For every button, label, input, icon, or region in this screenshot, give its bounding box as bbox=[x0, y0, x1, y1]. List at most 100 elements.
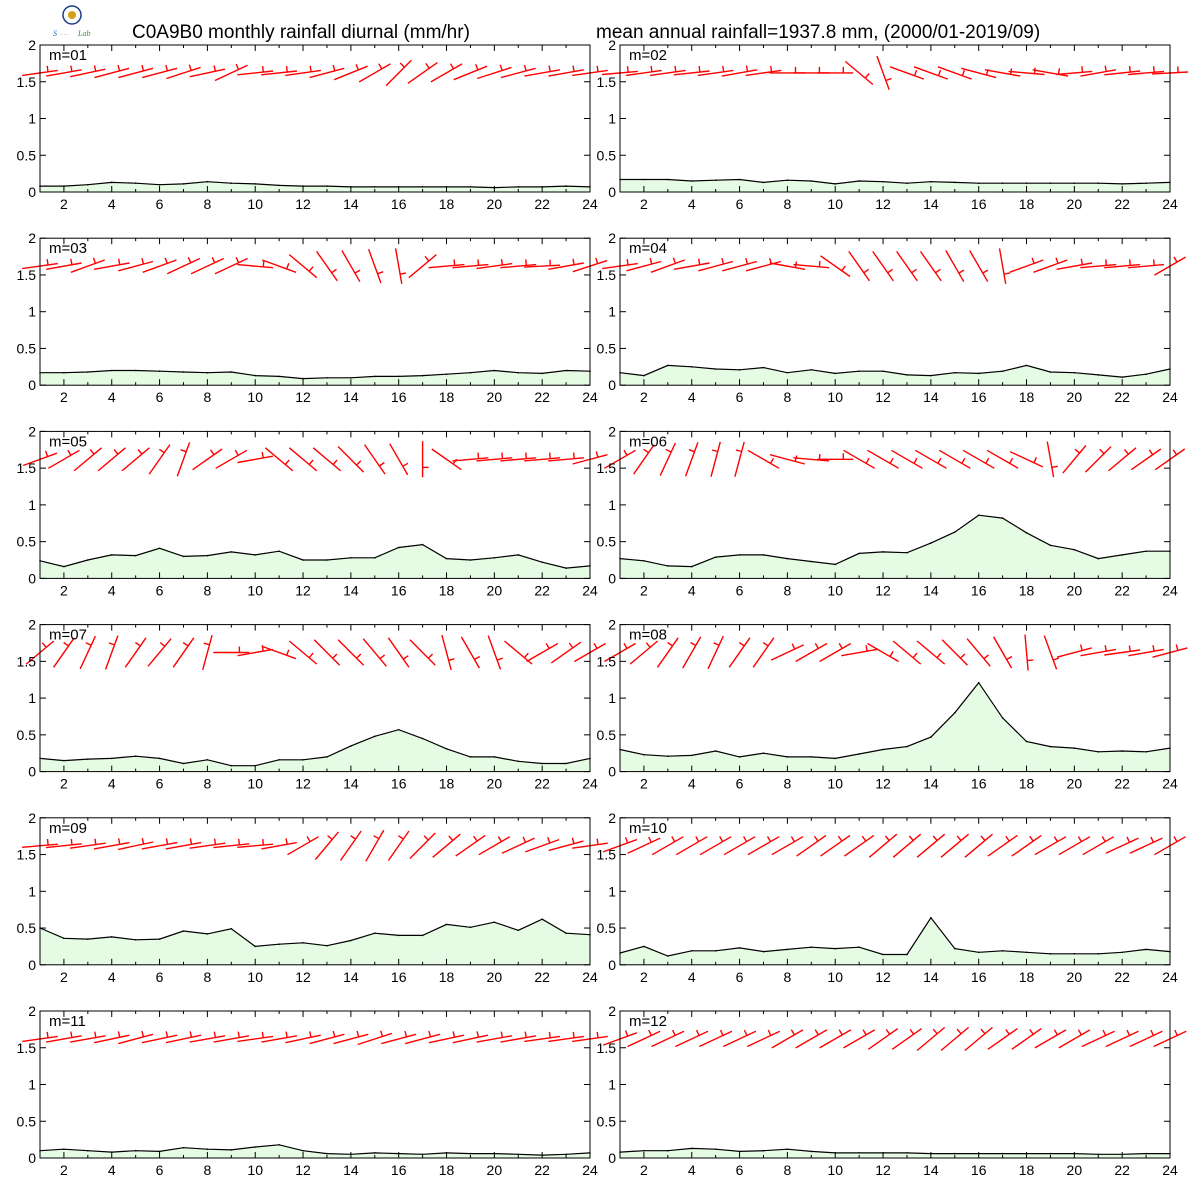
rainfall-point bbox=[834, 563, 836, 566]
rainfall-point bbox=[541, 918, 543, 920]
wind-barb bbox=[998, 248, 1011, 285]
rainfall-point bbox=[206, 933, 209, 935]
x-tick-label: 2 bbox=[60, 1162, 68, 1178]
wind-barb bbox=[1056, 258, 1093, 270]
rainfall-point bbox=[254, 1146, 256, 1148]
rainfall-point bbox=[858, 1152, 860, 1154]
rainfall-point bbox=[302, 559, 304, 561]
wind-barb bbox=[287, 836, 319, 856]
rainfall-point bbox=[954, 371, 956, 374]
wind-barb bbox=[476, 452, 513, 462]
rainfall-point bbox=[930, 374, 932, 377]
x-tick-label: 18 bbox=[1019, 969, 1035, 985]
y-tick-label: 1.5 bbox=[597, 1040, 617, 1056]
wind-barb bbox=[872, 250, 894, 282]
wind-barb bbox=[189, 65, 226, 78]
rainfall-point bbox=[762, 554, 765, 556]
rainfall-point bbox=[565, 762, 567, 765]
wind-barb bbox=[752, 637, 775, 668]
wind-barb bbox=[1080, 65, 1117, 77]
wind-barb bbox=[387, 830, 410, 861]
rainfall-line bbox=[619, 681, 1171, 760]
rainfall-point bbox=[230, 764, 233, 767]
rainfall-point bbox=[1145, 550, 1147, 552]
wind-barb bbox=[202, 634, 213, 671]
wind-barb bbox=[341, 250, 361, 283]
wind-barb bbox=[896, 250, 918, 282]
rainfall-point bbox=[954, 1152, 956, 1155]
wind-barb bbox=[487, 635, 504, 670]
rainfall-point bbox=[445, 557, 448, 560]
rainfall-point bbox=[374, 735, 376, 738]
wind-barb bbox=[820, 255, 851, 278]
wind-barb bbox=[309, 1030, 345, 1045]
panel-month-label: m=12 bbox=[629, 1013, 667, 1030]
x-tick-label: 12 bbox=[295, 196, 311, 212]
x-tick-label: 22 bbox=[1114, 389, 1130, 405]
y-tick-label: 0.5 bbox=[17, 340, 37, 356]
x-tick-label: 22 bbox=[534, 582, 550, 598]
wind-barb bbox=[46, 65, 82, 77]
wind-barb bbox=[673, 258, 710, 270]
wind-barb bbox=[819, 642, 852, 663]
rainfall-point bbox=[738, 554, 741, 556]
panel-frame bbox=[619, 237, 1171, 386]
rainfall-point bbox=[374, 375, 376, 378]
rainfall-point bbox=[517, 760, 520, 763]
wind-barb bbox=[986, 449, 1019, 469]
rainfall-area bbox=[40, 919, 590, 965]
rainfall-point bbox=[643, 374, 645, 377]
x-tick-label: 6 bbox=[156, 389, 164, 405]
wind-barb bbox=[500, 64, 536, 79]
rainfall-line bbox=[39, 918, 591, 948]
x-tick-label: 8 bbox=[203, 196, 211, 212]
wind-barb bbox=[1128, 645, 1164, 657]
rainfall-point bbox=[738, 756, 741, 758]
rainfall-point bbox=[110, 181, 113, 184]
wind-barb bbox=[430, 63, 463, 83]
y-tick-label: 0.5 bbox=[17, 920, 37, 936]
wind-barb bbox=[69, 838, 106, 849]
x-tick-label: 2 bbox=[60, 389, 68, 405]
rainfall-point bbox=[1001, 1152, 1004, 1155]
wind-barb bbox=[844, 60, 874, 86]
rainfall-point bbox=[906, 745, 908, 748]
wind-barb bbox=[69, 1031, 106, 1043]
rainfall-point bbox=[1073, 548, 1076, 551]
rainfall-point bbox=[374, 932, 376, 934]
wind-barb bbox=[1062, 445, 1087, 474]
wind-barb bbox=[548, 258, 584, 270]
rainfall-point bbox=[182, 371, 185, 373]
wind-barb bbox=[770, 643, 804, 661]
wind-barb bbox=[817, 66, 854, 74]
rainfall-point bbox=[882, 748, 884, 751]
rainfall-point bbox=[906, 953, 908, 956]
x-tick-label: 12 bbox=[295, 389, 311, 405]
wind-barb bbox=[124, 637, 147, 668]
x-tick-label: 6 bbox=[156, 582, 164, 598]
wind-barb bbox=[73, 447, 103, 472]
x-tick-label: 24 bbox=[1162, 969, 1178, 985]
wind-barb bbox=[659, 442, 677, 476]
rainfall-point bbox=[302, 377, 304, 380]
panel-month-label: m=05 bbox=[49, 433, 87, 450]
wind-barb bbox=[141, 1031, 178, 1044]
panel-10: 00.511.522 4 6 8 10 12 14 16 18 20 22 24m=10 bbox=[597, 810, 1186, 985]
rainfall-point bbox=[762, 950, 765, 953]
x-tick-label: 10 bbox=[247, 196, 263, 212]
panel-month-label: m=03 bbox=[49, 240, 87, 257]
rainfall-point bbox=[182, 762, 185, 765]
wind-barb bbox=[215, 449, 248, 469]
rainfall-point bbox=[1049, 544, 1052, 547]
wind-barb bbox=[421, 441, 429, 478]
wind-barb bbox=[46, 1031, 82, 1043]
wind-barb bbox=[117, 838, 154, 851]
y-tick-label: 1.5 bbox=[597, 267, 617, 283]
x-tick-label: 24 bbox=[582, 582, 598, 598]
panel-4: 00.511.522 4 6 8 10 12 14 16 18 20 22 24m=04 bbox=[597, 230, 1186, 405]
x-tick-label: 16 bbox=[971, 389, 987, 405]
wind-barb bbox=[548, 65, 584, 77]
rainfall-point bbox=[302, 759, 304, 761]
wind-barb bbox=[405, 1030, 441, 1045]
wind-barb bbox=[1056, 66, 1093, 76]
